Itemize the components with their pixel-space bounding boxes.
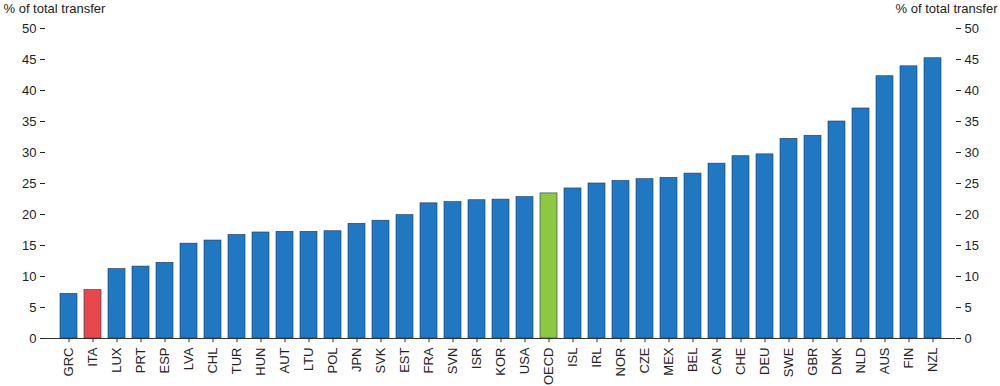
svg-text:ITA: ITA bbox=[85, 347, 100, 367]
svg-text:AUT: AUT bbox=[277, 347, 292, 373]
svg-text:GBR: GBR bbox=[805, 348, 820, 376]
svg-text:OECD: OECD bbox=[541, 348, 556, 386]
svg-text:ESP: ESP bbox=[157, 348, 172, 374]
svg-text:0: 0 bbox=[29, 331, 36, 346]
svg-text:30: 30 bbox=[965, 145, 979, 160]
svg-text:SVN: SVN bbox=[445, 348, 460, 375]
svg-text:20: 20 bbox=[965, 207, 979, 222]
svg-text:SVK: SVK bbox=[373, 347, 388, 373]
svg-text:% of total transfer: % of total transfer bbox=[4, 1, 107, 16]
svg-text:0: 0 bbox=[965, 331, 972, 346]
svg-text:25: 25 bbox=[965, 176, 979, 191]
svg-text:PRT: PRT bbox=[133, 347, 148, 373]
svg-text:LVA: LVA bbox=[181, 347, 196, 370]
svg-text:HUN: HUN bbox=[253, 348, 268, 376]
svg-text:CZE: CZE bbox=[637, 347, 652, 373]
svg-text:FRA: FRA bbox=[421, 347, 436, 373]
svg-text:SWE: SWE bbox=[781, 347, 796, 377]
svg-text:50: 50 bbox=[22, 21, 36, 36]
svg-text:20: 20 bbox=[22, 207, 36, 222]
svg-text:15: 15 bbox=[22, 238, 36, 253]
svg-text:NOR: NOR bbox=[613, 348, 628, 377]
svg-text:NZL: NZL bbox=[925, 348, 940, 373]
svg-text:JPN: JPN bbox=[349, 348, 364, 373]
svg-text:IRL: IRL bbox=[589, 348, 604, 368]
svg-text:30: 30 bbox=[22, 145, 36, 160]
svg-text:5: 5 bbox=[29, 300, 36, 315]
svg-text:CAN: CAN bbox=[709, 348, 724, 375]
svg-text:FIN: FIN bbox=[901, 348, 916, 369]
svg-text:25: 25 bbox=[22, 176, 36, 191]
svg-text:5: 5 bbox=[965, 300, 972, 315]
svg-text:NLD: NLD bbox=[853, 348, 868, 374]
svg-text:15: 15 bbox=[965, 238, 979, 253]
svg-text:LTU: LTU bbox=[301, 348, 316, 372]
svg-text:POL: POL bbox=[325, 348, 340, 374]
svg-text:DEU: DEU bbox=[757, 348, 772, 375]
svg-text:CHL: CHL bbox=[205, 348, 220, 374]
svg-text:10: 10 bbox=[22, 269, 36, 284]
svg-text:10: 10 bbox=[965, 269, 979, 284]
svg-text:DNK: DNK bbox=[829, 347, 844, 375]
svg-text:35: 35 bbox=[965, 114, 979, 129]
svg-text:35: 35 bbox=[22, 114, 36, 129]
svg-text:ISL: ISL bbox=[565, 348, 580, 368]
svg-text:BEL: BEL bbox=[685, 348, 700, 373]
svg-text:CHE: CHE bbox=[733, 347, 748, 375]
svg-text:KOR: KOR bbox=[493, 348, 508, 376]
svg-text:45: 45 bbox=[22, 52, 36, 67]
svg-text:40: 40 bbox=[22, 83, 36, 98]
svg-text:50: 50 bbox=[965, 21, 979, 36]
svg-text:ISR: ISR bbox=[469, 348, 484, 370]
svg-text:LUX: LUX bbox=[109, 347, 124, 373]
svg-text:EST: EST bbox=[397, 347, 412, 372]
svg-text:MEX: MEX bbox=[661, 347, 676, 376]
svg-text:% of total transfer: % of total transfer bbox=[896, 1, 999, 16]
svg-text:45: 45 bbox=[965, 52, 979, 67]
svg-text:GRC: GRC bbox=[61, 348, 76, 377]
svg-text:USA: USA bbox=[517, 347, 532, 374]
svg-text:TUR: TUR bbox=[229, 348, 244, 375]
svg-text:AUS: AUS bbox=[877, 347, 892, 374]
svg-text:40: 40 bbox=[965, 83, 979, 98]
